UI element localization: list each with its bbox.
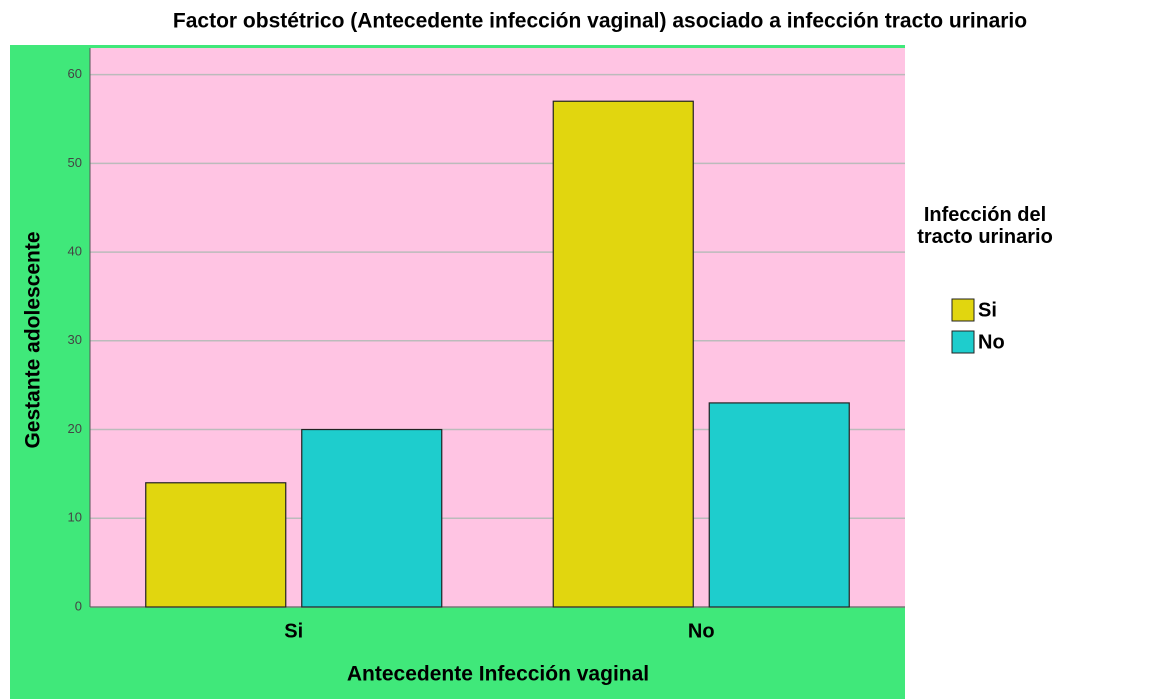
y-tick-label: 30	[68, 332, 82, 347]
bar	[301, 428, 443, 608]
legend-label: No	[978, 331, 1005, 353]
y-tick-label: 10	[68, 510, 82, 525]
chart-title: Factor obstétrico (Antecedente infección…	[173, 10, 1027, 33]
bar	[552, 100, 694, 608]
bar	[145, 482, 287, 608]
y-tick-label: 40	[68, 244, 82, 259]
x-tick-label: No	[688, 620, 715, 642]
y-tick-label: 50	[68, 155, 82, 170]
y-axis-label: Gestante adolescente	[22, 231, 45, 448]
x-tick-label: Si	[284, 620, 303, 642]
y-tick-label: 60	[68, 66, 82, 81]
y-tick-label: 0	[75, 598, 82, 613]
legend-swatch	[951, 298, 975, 322]
legend-label: Si	[978, 299, 997, 321]
legend-title: Infección del tracto urinario	[917, 204, 1053, 248]
legend-swatch	[951, 330, 975, 354]
y-tick-label: 20	[68, 421, 82, 436]
bar	[708, 402, 850, 608]
x-axis-label: Antecedente Infección vaginal	[347, 663, 649, 686]
